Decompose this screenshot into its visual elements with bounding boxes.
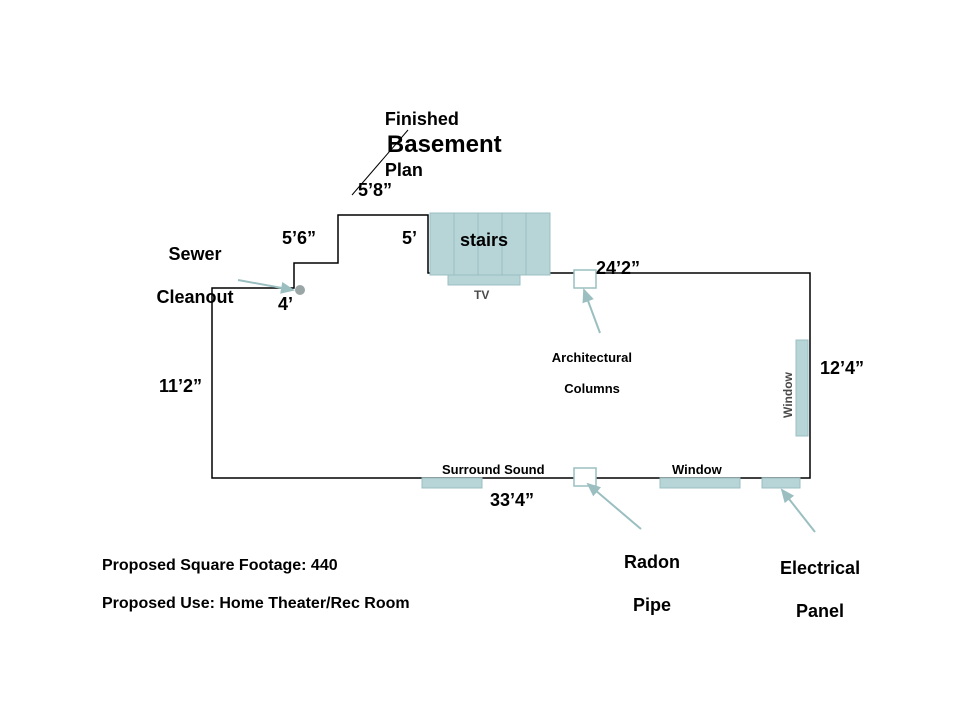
arch-label: Architectural Columns [545, 334, 632, 396]
arch-line2: Columns [564, 381, 620, 396]
dim-4: 4’ [278, 294, 293, 316]
dim-5-8: 5’8” [358, 180, 392, 202]
dim-5-6: 5’6” [282, 228, 316, 250]
elec-line1: Electrical [780, 558, 860, 578]
window-bottom-label: Window [672, 462, 722, 478]
use-note: Proposed Use: Home Theater/Rec Room [102, 594, 410, 613]
sewer-label: Sewer Cleanout [130, 222, 250, 308]
elec-label: Electrical Panel [770, 536, 860, 622]
dim-11-2: 11’2” [159, 376, 202, 398]
surround-label: Surround Sound [442, 462, 545, 478]
sewer-line1: Sewer [168, 244, 221, 264]
floor-plan-canvas: { "title": { "t1": "Finished", "t2": "Ba… [0, 0, 960, 720]
window-right-label: Window [781, 372, 795, 418]
elec-line2: Panel [796, 601, 844, 621]
dim-33-4: 33’4” [490, 490, 534, 512]
radon-line1: Radon [624, 552, 680, 572]
sqft-note: Proposed Square Footage: 440 [102, 556, 338, 575]
dim-24-2: 24’2” [596, 258, 640, 280]
title-word3: Plan [385, 160, 423, 180]
sewer-line2: Cleanout [157, 287, 234, 307]
title-word2: Basement [387, 131, 502, 158]
tv-label: TV [474, 288, 489, 302]
dim-5: 5’ [402, 228, 417, 250]
radon-line2: Pipe [633, 595, 671, 615]
stairs-label: stairs [460, 230, 508, 252]
arch-line1: Architectural [552, 350, 632, 365]
title-word1: Finished [385, 109, 459, 129]
plan-title: Finished Basement Plan [376, 90, 504, 181]
dim-12-4: 12’4” [820, 358, 864, 380]
radon-label: Radon Pipe [614, 530, 680, 616]
